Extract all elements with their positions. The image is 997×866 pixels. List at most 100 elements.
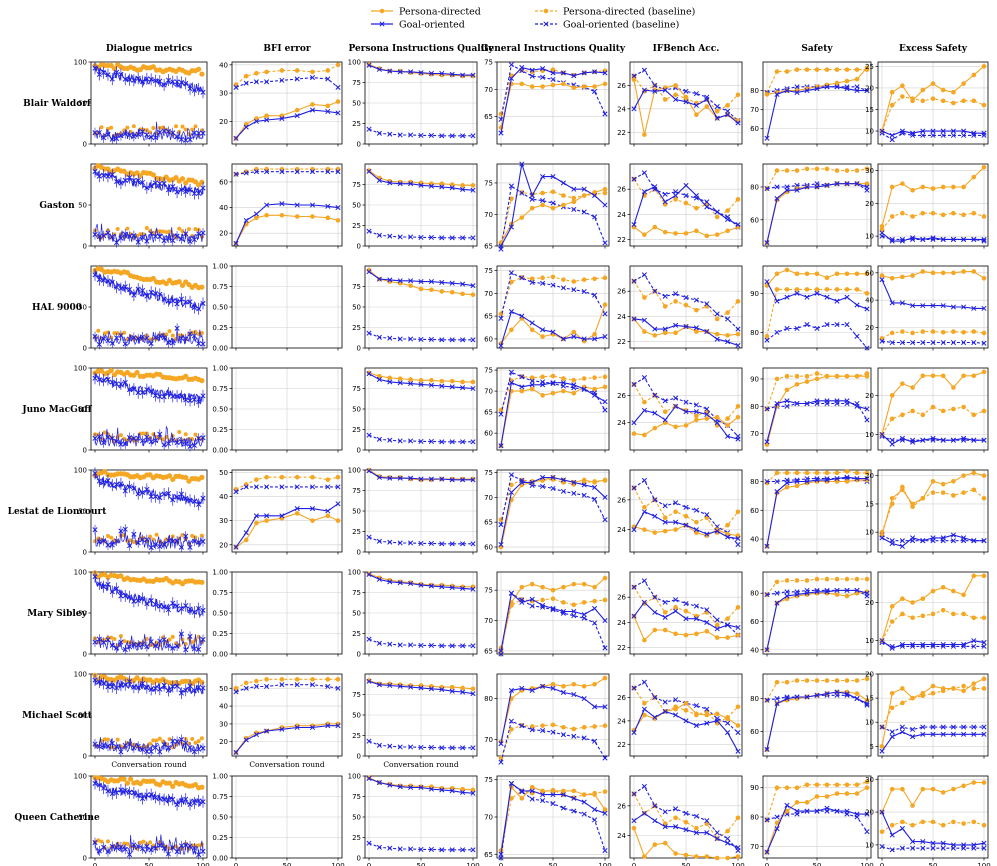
excess-persona-baseline-point-7 (951, 210, 956, 216)
dialogue-goal-low-marker-100 (200, 435, 206, 441)
ytick-label-0: 24 (617, 526, 626, 534)
ifbench-persona-point-1 (642, 854, 647, 859)
dialogue-goal-marker-48 (144, 486, 150, 492)
ppq-goal-baseline-point-4 (408, 438, 414, 444)
safety-persona-baseline-point-10 (864, 576, 870, 582)
dialogue-goal-low-marker-24 (118, 528, 124, 534)
safety-persona-point-6 (824, 373, 830, 379)
dialogue-goal-low-marker-68 (165, 235, 171, 241)
xtick-label-1: 50 (145, 862, 154, 866)
ytick-label-3: 0.75 (212, 589, 228, 597)
ifbench-goal-point-9 (725, 840, 731, 846)
general-goal-point-4 (540, 602, 546, 608)
dialogue-persona-dot-99 (199, 784, 205, 790)
ppq-goal-point-6 (428, 279, 434, 285)
safety-persona-baseline-point-1 (774, 376, 780, 382)
excess-persona-baseline-point-8 (961, 611, 966, 617)
safety-goal-point-3 (794, 187, 800, 193)
safety-persona-baseline-point-3 (794, 373, 800, 379)
dialogue-persona-dot-42 (137, 173, 143, 179)
ifbench-persona-point-7 (704, 416, 710, 421)
ppq-goal-baseline-point-10 (470, 541, 476, 547)
ppq-goal-baseline-point-6 (428, 132, 434, 138)
ifbench-persona-point-9 (725, 855, 730, 861)
dialogue-goal-marker-60 (157, 78, 163, 84)
general-goal-baseline-point-8 (581, 811, 587, 817)
ifbench-persona-point-9 (725, 635, 730, 640)
ytick-label-2: 40 (219, 493, 228, 501)
ytick-label-2: 100 (74, 365, 87, 373)
safety-persona-baseline-point-1 (774, 785, 780, 791)
excess-persona-baseline-point-0 (879, 227, 885, 232)
excess-persona-point-7 (951, 89, 956, 95)
bfi-goal-point-1 (243, 530, 249, 536)
dialogue-goal-low-marker-40 (135, 435, 141, 441)
ytick-label-4: 100 (348, 59, 361, 67)
dialogue-persona-dot-15 (108, 62, 114, 69)
general-persona-baseline-point-8 (581, 725, 587, 730)
excess-persona-point-6 (940, 584, 946, 590)
dialogue-goal-low-marker-92 (191, 333, 197, 339)
ifbench-goal-point-9 (725, 730, 731, 736)
general-goal-baseline-point-10 (602, 240, 608, 246)
ytick-label-1: 20 (865, 599, 874, 607)
ytick-label-2: 70 (484, 494, 493, 502)
excess-persona-point-5 (930, 186, 936, 191)
ppq-goal-point-4 (408, 475, 414, 481)
ytick-label-2: 60 (865, 269, 874, 277)
ifbench-goal-point-10 (735, 342, 741, 349)
dialogue-goal-low-marker-76 (174, 643, 180, 649)
excess-persona-baseline-point-8 (961, 683, 966, 689)
dialogue-goal-low-marker-8 (101, 538, 107, 544)
excess-persona-point-9 (971, 681, 977, 686)
bfi-goal-point-8 (335, 110, 341, 116)
dialogue-goal-low-marker-32 (127, 434, 133, 441)
dialogue-goal-marker-100 (200, 300, 206, 306)
excess-persona-baseline-point-7 (951, 819, 956, 825)
dialogue-goal-low-marker-80 (178, 236, 184, 242)
ppq-goal-baseline-point-1 (376, 130, 382, 136)
ifbench-persona-point-5 (683, 632, 689, 638)
excess-persona-point-6 (940, 686, 946, 691)
safety-persona-baseline-point-7 (834, 168, 840, 173)
ppq-goal-point-1 (376, 376, 382, 383)
ppq-persona-point-9 (460, 183, 465, 188)
bfi-persona-baseline-point-3 (264, 474, 269, 480)
safety-persona-baseline-point-4 (804, 782, 810, 788)
ppq-goal-point-7 (439, 383, 445, 389)
excess-goal-baseline-point-7 (950, 538, 956, 544)
dialogue-goal-marker-72 (170, 393, 176, 399)
ifbench-goal-point-9 (725, 112, 731, 118)
dialogue-goal-marker-40 (135, 598, 141, 604)
dialogue-persona-dot-54 (150, 64, 156, 70)
general-goal-baseline-point-5 (550, 485, 556, 491)
bfi-persona-baseline-point-1 (243, 73, 249, 79)
ytick-label-3: 75 (352, 691, 361, 699)
ifbench-goal-baseline-line (633, 580, 739, 636)
dialogue-goal-marker-44 (139, 179, 146, 186)
ppq-goal-baseline-point-8 (449, 133, 455, 139)
general-persona-point-4 (540, 334, 545, 339)
bfi-persona-baseline-point-2 (254, 678, 259, 684)
dialogue-persona-low-dot-66 (164, 332, 169, 337)
dialogue-goal-low-marker-20 (114, 335, 120, 341)
safety-persona-baseline-point-6 (824, 678, 830, 683)
general-persona-point-10 (602, 477, 608, 483)
ifbench-goal-point-1 (641, 87, 647, 93)
dialogue-goal-low-marker-68 (165, 339, 171, 346)
excess-persona-point-3 (910, 187, 915, 193)
excess-goal-point-10 (981, 130, 987, 136)
dialogue-persona-low-dot-21 (115, 737, 120, 742)
dialogue-goal-low-marker-60 (157, 129, 163, 135)
safety-goal-baseline-point-4 (804, 322, 810, 328)
ifbench-persona-baseline-point-8 (714, 316, 720, 322)
general-persona-baseline-point-6 (561, 725, 566, 730)
ytick-label-2: 15 (865, 695, 874, 703)
ifbench-goal-baseline-point-3 (662, 191, 668, 197)
general-goal-baseline-point-0 (498, 315, 504, 321)
excess-goal-point-5 (930, 535, 936, 541)
